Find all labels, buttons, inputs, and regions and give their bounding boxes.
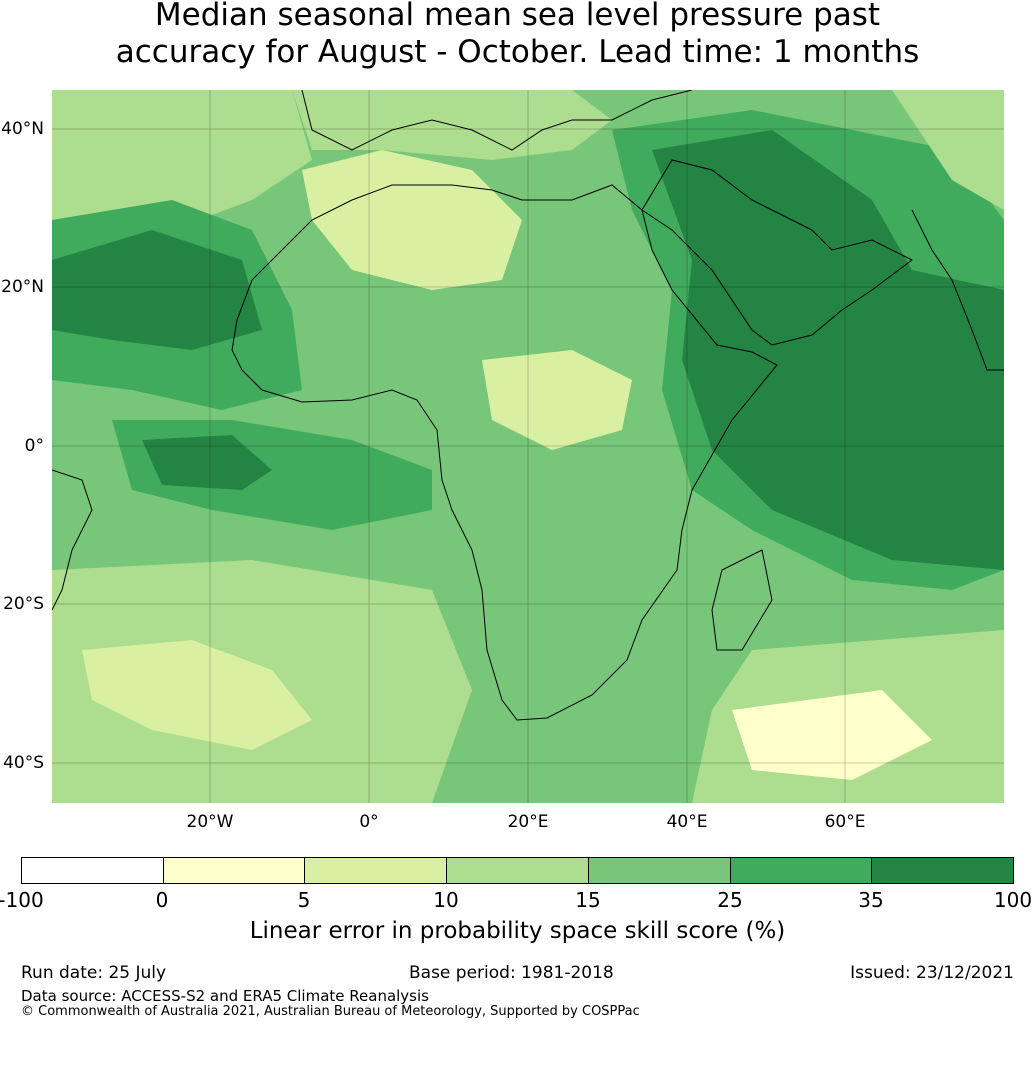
chart-title-line-2: accuracy for August - October. Lead time… [115,34,920,70]
gridlines [52,90,1004,803]
lon-label-40e: 40°E [666,812,708,832]
lon-label-20e: 20°E [507,812,549,832]
lon-label-0: 0° [359,812,379,832]
south-america-coastline [52,469,93,611]
lon-label-20w: 20°W [186,812,234,832]
colorbar-segment-2 [305,858,448,883]
skill-region-south-indian-lowest [732,690,932,780]
lat-label-20n: 20°N [1,277,44,297]
skill-region-gulf-guinea-core [142,435,272,490]
colorbar-segment-3 [447,858,589,883]
skill-region-central-africa-low [482,350,632,450]
skill-region-north-atlantic-low [52,90,312,240]
base-period: Base period: 1981-2018 [409,963,614,983]
issued-date: Issued: 23/12/2021 [850,963,1014,983]
skill-region-atlantic-tropical-core [52,230,262,350]
arabia-coastline [641,159,913,346]
lat-label-40n: 40°N [1,119,44,139]
colorbar-tick-100: 100 [993,888,1033,912]
skill-region-south-atlantic-lowest [82,640,312,750]
colorbar-tick-5: 5 [297,888,311,912]
madagascar-coastline [711,549,773,651]
colorbar-label: Linear error in probability space skill … [249,918,786,944]
skill-region-north-east-low [892,90,1004,210]
lat-label-20s: 20°S [3,594,44,614]
lon-label-60e: 60°E [824,812,866,832]
colorbar-segment-0 [22,858,164,883]
colorbar-tick-25: 25 [717,888,743,912]
lat-label-40s: 40°S [3,753,44,773]
skill-field-regions [52,90,1004,803]
colorbar-segment-5 [730,858,873,883]
colorbar-segment-4 [588,858,731,883]
colorbar-tick-0: 0 [155,888,169,912]
colorbar-tick-10: 10 [433,888,459,912]
europe-coastline [301,90,693,151]
colorbar [21,857,1014,884]
lat-label-0: 0° [24,436,44,456]
colorbar-segment-6 [872,858,1014,883]
colorbar-segment-1 [163,858,306,883]
colorbar-tick-35: 35 [858,888,884,912]
run-date: Run date: 25 July [21,963,167,983]
copyright: © Commonwealth of Australia 2021, Austra… [21,1004,640,1019]
data-source: Data source: ACCESS-S2 and ERA5 Climate … [21,987,429,1005]
india-coastline [911,209,1004,371]
chart-title-line-1: Median seasonal mean sea level pressure … [154,0,881,33]
colorbar-tick-neg100: -100 [0,888,44,912]
colorbar-tick-15: 15 [575,888,601,912]
skill-region-sahara-low [302,150,522,290]
coastlines [52,90,1004,721]
skill-score-map [52,90,1004,803]
africa-coastline [231,184,778,721]
skill-region-arabian-sea-high [652,130,1004,570]
